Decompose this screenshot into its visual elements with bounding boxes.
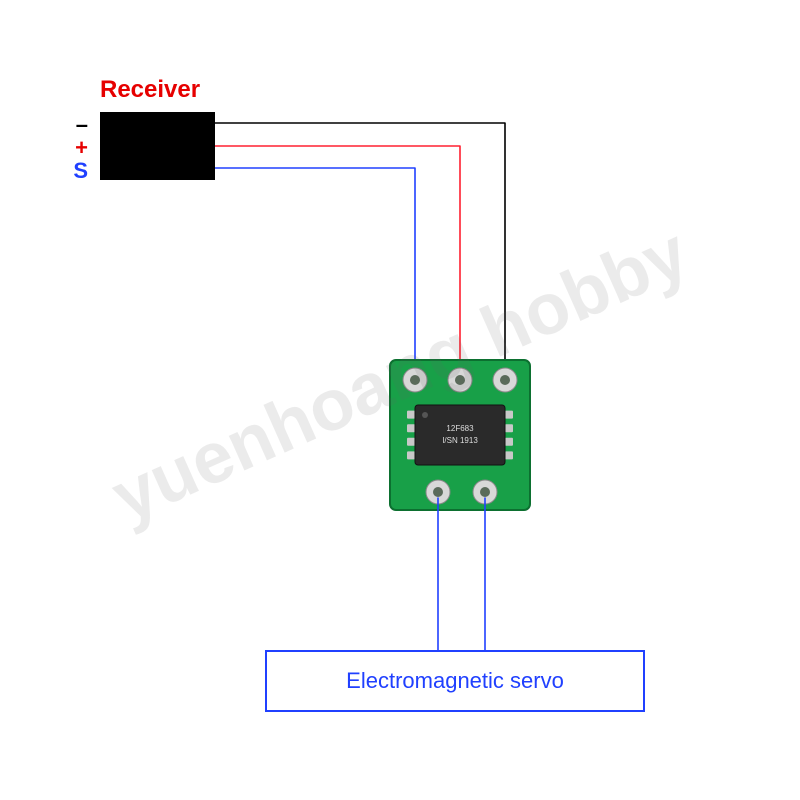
receiver-label: Receiver bbox=[100, 76, 200, 104]
wire-signal bbox=[215, 168, 415, 370]
pcb-board: 12F683 I/SN 1913 bbox=[390, 360, 530, 510]
diagram-canvas: 12F683I/SN 1913 Receiver – + S Electroma… bbox=[0, 0, 800, 800]
receiver-connector bbox=[100, 112, 215, 180]
svg-text:12F683: 12F683 bbox=[446, 424, 474, 433]
svg-text:I/SN 1913: I/SN 1913 bbox=[442, 436, 478, 445]
servo-box: Electromagnetic servo bbox=[265, 650, 645, 712]
wire-plus bbox=[215, 146, 460, 370]
wire-minus bbox=[215, 123, 505, 370]
servo-label: Electromagnetic servo bbox=[346, 668, 564, 694]
pin-label-s: S bbox=[58, 158, 88, 184]
